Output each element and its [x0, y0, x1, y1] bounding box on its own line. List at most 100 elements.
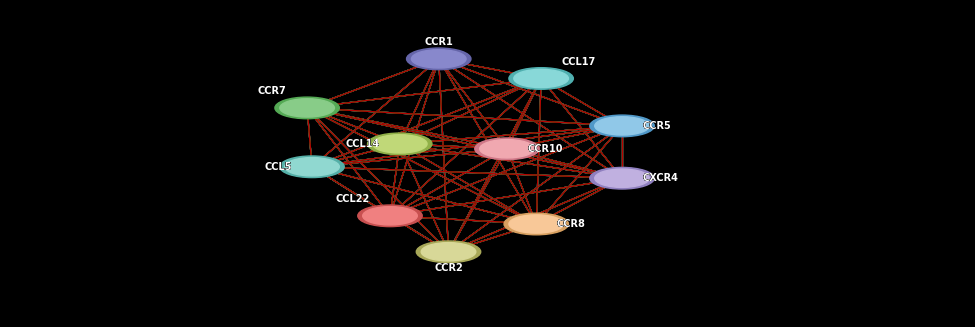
Text: CCR7: CCR7 [258, 86, 287, 96]
Text: CCL22: CCL22 [335, 194, 370, 204]
Text: CCL14: CCL14 [345, 139, 379, 149]
Text: CCR5: CCR5 [643, 121, 671, 131]
Text: CCR2: CCR2 [434, 263, 463, 273]
Text: CCL14: CCL14 [345, 139, 379, 149]
Text: CCR1: CCR1 [424, 37, 453, 47]
Circle shape [285, 158, 339, 176]
Circle shape [509, 215, 564, 233]
Text: CCL22: CCL22 [335, 194, 370, 204]
Text: CCR1: CCR1 [424, 37, 453, 47]
Text: CCL5: CCL5 [264, 162, 292, 172]
Text: CXCR4: CXCR4 [643, 173, 679, 183]
Text: CCR2: CCR2 [434, 263, 463, 273]
Text: CCL5: CCL5 [264, 162, 292, 172]
Circle shape [595, 169, 649, 187]
Text: CXCR4: CXCR4 [643, 173, 679, 183]
Text: CCR8: CCR8 [557, 219, 586, 229]
Text: CCR5: CCR5 [643, 121, 671, 131]
Text: CXCR4: CXCR4 [643, 173, 679, 183]
Circle shape [280, 99, 334, 117]
Text: CCL22: CCL22 [335, 194, 370, 204]
Text: CCR2: CCR2 [434, 263, 463, 273]
Text: CCR8: CCR8 [557, 219, 586, 229]
Text: CCR8: CCR8 [557, 219, 586, 229]
Text: CCR5: CCR5 [643, 121, 671, 131]
Text: CCR1: CCR1 [424, 37, 453, 47]
Circle shape [504, 213, 568, 235]
Circle shape [590, 167, 654, 189]
Text: CCL17: CCL17 [562, 57, 596, 67]
Text: CCL17: CCL17 [562, 57, 596, 67]
Text: CCR7: CCR7 [258, 86, 287, 96]
Text: CCL22: CCL22 [335, 194, 370, 204]
Text: CCR10: CCR10 [527, 144, 563, 154]
Circle shape [411, 50, 466, 68]
Text: CXCR4: CXCR4 [643, 173, 679, 183]
Text: CCR1: CCR1 [424, 37, 453, 47]
Text: CCR10: CCR10 [527, 144, 563, 154]
Text: CCR5: CCR5 [643, 121, 671, 131]
Text: CXCR4: CXCR4 [643, 173, 679, 183]
Text: CCR2: CCR2 [434, 263, 463, 273]
Text: CCR8: CCR8 [557, 219, 586, 229]
Text: CCR2: CCR2 [434, 263, 463, 273]
Text: CCR1: CCR1 [424, 37, 453, 47]
Text: CCL22: CCL22 [335, 194, 370, 204]
Text: CXCR4: CXCR4 [643, 173, 679, 183]
Text: CCR7: CCR7 [258, 86, 287, 96]
Text: CCL22: CCL22 [335, 194, 370, 204]
Text: CCL17: CCL17 [562, 57, 596, 67]
Text: CCR7: CCR7 [258, 86, 287, 96]
Text: CCR8: CCR8 [557, 219, 586, 229]
Text: CCR1: CCR1 [424, 37, 453, 47]
Text: CCR7: CCR7 [258, 86, 287, 96]
Circle shape [358, 205, 422, 227]
Text: CCR1: CCR1 [424, 37, 453, 47]
Circle shape [595, 117, 649, 135]
Text: CCL17: CCL17 [562, 57, 596, 67]
Text: CCR5: CCR5 [643, 121, 671, 131]
Text: CCR10: CCR10 [527, 144, 563, 154]
Circle shape [514, 69, 568, 88]
Text: CCR1: CCR1 [424, 37, 453, 47]
Text: CCR1: CCR1 [424, 37, 453, 47]
Circle shape [368, 133, 432, 155]
Circle shape [480, 140, 534, 158]
Text: CCL5: CCL5 [264, 162, 292, 172]
Circle shape [590, 115, 654, 137]
Text: CCR5: CCR5 [643, 121, 671, 131]
Text: CCL22: CCL22 [335, 194, 370, 204]
Circle shape [372, 135, 427, 153]
Text: CCR8: CCR8 [557, 219, 586, 229]
Text: CCL5: CCL5 [264, 162, 292, 172]
Text: CCL22: CCL22 [335, 194, 370, 204]
Text: CCR2: CCR2 [434, 263, 463, 273]
Text: CCL14: CCL14 [345, 139, 379, 149]
Text: CCL14: CCL14 [345, 139, 379, 149]
Circle shape [363, 207, 417, 225]
Circle shape [509, 68, 573, 89]
Text: CCR10: CCR10 [527, 144, 563, 154]
Text: CCR8: CCR8 [557, 219, 586, 229]
Text: CCL17: CCL17 [562, 57, 596, 67]
Text: CCL17: CCL17 [562, 57, 596, 67]
Circle shape [275, 97, 339, 119]
Text: CXCR4: CXCR4 [643, 173, 679, 183]
Text: CCL5: CCL5 [264, 162, 292, 172]
Text: CCR5: CCR5 [643, 121, 671, 131]
Text: CCR2: CCR2 [434, 263, 463, 273]
Circle shape [421, 243, 476, 261]
Text: CCL5: CCL5 [264, 162, 292, 172]
Text: CCL14: CCL14 [345, 139, 379, 149]
Text: CCL5: CCL5 [264, 162, 292, 172]
Text: CCL17: CCL17 [562, 57, 596, 67]
Text: CCL22: CCL22 [335, 194, 370, 204]
Circle shape [475, 138, 539, 160]
Text: CCR5: CCR5 [643, 121, 671, 131]
Text: CXCR4: CXCR4 [643, 173, 679, 183]
Text: CCR7: CCR7 [258, 86, 287, 96]
Text: CCL5: CCL5 [264, 162, 292, 172]
Text: CCR2: CCR2 [434, 263, 463, 273]
Text: CCL14: CCL14 [345, 139, 379, 149]
Text: CCR8: CCR8 [557, 219, 586, 229]
